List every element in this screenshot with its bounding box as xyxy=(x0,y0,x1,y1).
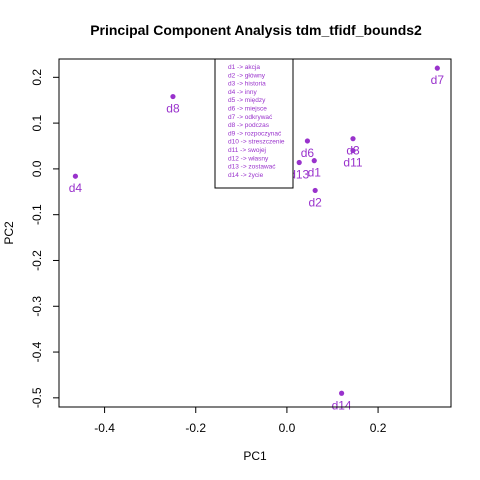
legend-entry: d10 -> streszczenie xyxy=(228,139,285,146)
data-point-d3 xyxy=(350,136,356,142)
point-label-d7: d7 xyxy=(431,73,445,87)
y-tick-label: 0.0 xyxy=(30,160,44,177)
point-label-d6: d6 xyxy=(301,146,315,160)
data-point-d1 xyxy=(311,158,317,164)
y-tick-label: 0.1 xyxy=(30,114,44,131)
chart-title: Principal Component Analysis tdm_tfidf_b… xyxy=(90,22,422,38)
y-tick-label: -0.5 xyxy=(30,387,44,408)
legend-entry: d6 -> miejsce xyxy=(228,106,267,113)
legend-entry: d7 -> odkrywać xyxy=(228,114,273,121)
y-tick-label: 0.2 xyxy=(30,69,44,86)
x-tick-label: -0.2 xyxy=(185,421,206,435)
y-axis: -0.5 -0.4 -0.3 -0.2 -0.1 0.0 0.1 0.2 xyxy=(30,69,59,408)
legend-entry: d14 -> życie xyxy=(228,172,264,179)
legend-box xyxy=(214,58,294,189)
point-label-d2: d2 xyxy=(308,195,322,209)
legend-entry: d2 -> główny xyxy=(228,72,266,79)
point-label-d14: d14 xyxy=(332,398,352,412)
x-tick-label: -0.4 xyxy=(94,421,115,435)
x-axis: -0.4 -0.2 0.0 0.2 xyxy=(94,407,387,435)
data-point-d7 xyxy=(434,65,440,71)
data-point-d4 xyxy=(72,173,79,179)
x-axis-label: PC1 xyxy=(243,449,267,463)
point-label-d4: d4 xyxy=(69,181,83,195)
legend-entry: d5 -> między xyxy=(228,97,266,104)
data-point-d6 xyxy=(304,138,311,144)
x-tick-label: 0.0 xyxy=(279,421,296,435)
legend-entry: d4 -> inny xyxy=(228,89,257,96)
y-tick-label: -0.3 xyxy=(30,296,44,317)
data-point-d2 xyxy=(312,187,318,194)
point-label-d13: d13 xyxy=(289,167,309,181)
legend-entry: d13 -> zostawać xyxy=(228,164,276,171)
point-label-d8: d8 xyxy=(166,102,180,116)
x-tick-label: 0.2 xyxy=(370,421,387,435)
point-label-d11: d11 xyxy=(343,156,362,170)
legend-entry: d8 -> podczas xyxy=(228,122,270,129)
legend-entry: d1 -> akcja xyxy=(228,64,260,71)
y-tick-label: -0.4 xyxy=(30,341,44,362)
y-tick-label: -0.1 xyxy=(30,204,44,225)
y-tick-label: -0.2 xyxy=(30,250,44,271)
point-label-d1: d1 xyxy=(308,166,322,180)
data-point-d11 xyxy=(350,147,356,154)
legend-entry: d11 -> swojej xyxy=(228,147,266,154)
data-point-d8 xyxy=(170,93,176,100)
data-point-d13 xyxy=(296,159,302,166)
y-axis-label: PC2 xyxy=(2,221,16,245)
legend-entry: d12 -> własny xyxy=(228,155,269,162)
legend-entry: d9 -> rozpoczynać xyxy=(228,130,282,137)
legend-entry: d3 -> historia xyxy=(228,81,266,88)
data-point-d14 xyxy=(339,390,345,396)
